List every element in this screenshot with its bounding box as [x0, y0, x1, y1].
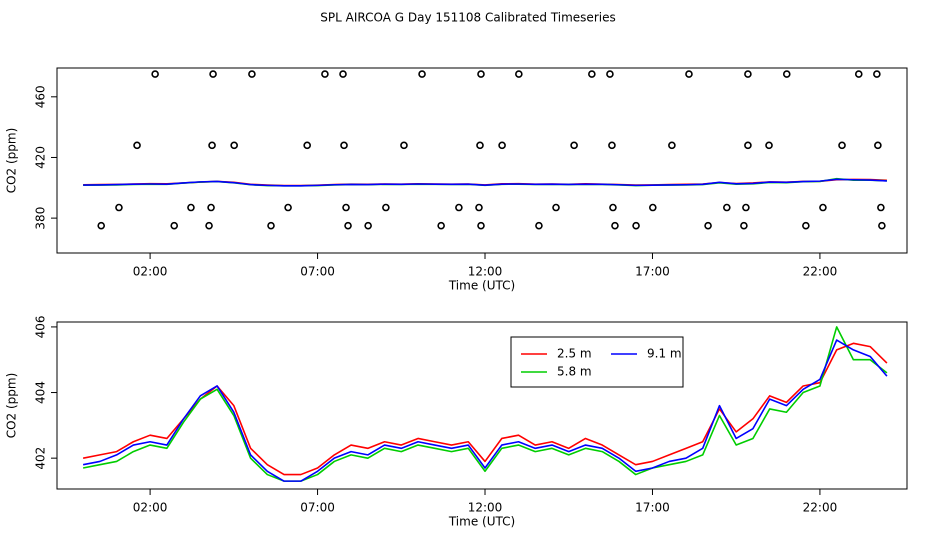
point	[552, 203, 560, 212]
point	[209, 70, 217, 78]
point	[723, 203, 731, 212]
point	[740, 221, 748, 230]
series-line	[82, 342, 888, 476]
y-tick-label: 380	[34, 207, 48, 230]
point	[515, 70, 523, 78]
point	[207, 203, 215, 212]
series-line	[82, 339, 888, 482]
y-tick-label: 406	[34, 315, 48, 338]
point	[744, 70, 752, 78]
point	[455, 203, 463, 212]
point	[608, 141, 616, 150]
x-tick-label: 07:00	[300, 501, 335, 515]
y-axis-label: CO2 (ppm)	[5, 373, 19, 439]
point	[819, 203, 827, 212]
x-axis-label: Time (UTC)	[448, 515, 515, 529]
point	[873, 70, 881, 78]
point	[187, 203, 195, 212]
point	[854, 70, 863, 78]
point	[535, 221, 543, 230]
point	[133, 141, 141, 150]
point	[611, 221, 619, 230]
point	[418, 70, 426, 78]
y-tick-label: 404	[34, 381, 48, 404]
point	[838, 141, 846, 150]
point	[878, 221, 886, 230]
point	[344, 221, 352, 230]
point	[364, 221, 372, 230]
point	[765, 141, 773, 150]
x-tick-label: 22:00	[803, 501, 838, 515]
point	[668, 141, 676, 150]
y-tick-label: 402	[34, 447, 48, 470]
x-tick-label: 17:00	[635, 265, 670, 279]
point	[321, 70, 329, 78]
x-tick-label: 02:00	[133, 265, 168, 279]
point	[570, 141, 578, 150]
point	[151, 70, 159, 78]
point	[685, 70, 693, 78]
point	[97, 221, 106, 230]
x-tick-label: 22:00	[803, 265, 838, 279]
chart-title: SPL AIRCOA G Day 151108 Calibrated Times…	[320, 11, 615, 25]
y-tick-label: 420	[34, 146, 48, 169]
y-tick-label: 460	[34, 85, 48, 108]
plot-frame	[56, 67, 908, 254]
x-tick-label: 12:00	[468, 501, 503, 515]
point	[632, 221, 640, 230]
point	[339, 70, 347, 78]
x-axis-label: Time (UTC)	[448, 279, 515, 293]
point	[205, 221, 213, 230]
point	[877, 203, 885, 212]
point	[498, 141, 506, 150]
point	[342, 203, 350, 212]
point	[208, 141, 216, 150]
point	[115, 203, 123, 212]
point	[744, 141, 752, 150]
point	[340, 141, 348, 150]
point	[606, 70, 614, 78]
x-tick-label: 17:00	[635, 501, 670, 515]
legend-label: 2.5 m	[557, 347, 592, 361]
point	[477, 221, 485, 230]
x-tick-label: 12:00	[468, 265, 503, 279]
x-tick-label: 07:00	[300, 265, 335, 279]
point	[782, 70, 791, 78]
point	[477, 70, 485, 78]
point	[802, 221, 810, 230]
y-axis-label: CO2 (ppm)	[5, 128, 19, 194]
point	[649, 203, 657, 212]
point	[704, 221, 712, 230]
point	[170, 221, 179, 230]
point	[437, 221, 445, 230]
point	[230, 141, 238, 150]
point	[267, 221, 275, 230]
point	[382, 203, 390, 212]
point	[742, 203, 750, 212]
series-line	[82, 326, 888, 482]
point	[588, 70, 596, 78]
point	[303, 141, 311, 150]
legend-label: 9.1 m	[647, 347, 682, 361]
legend-label: 5.8 m	[557, 365, 592, 379]
point	[476, 141, 484, 150]
point	[248, 70, 256, 78]
point	[475, 203, 483, 212]
series-line	[83, 178, 887, 187]
legend-box	[510, 336, 684, 388]
point	[874, 141, 882, 150]
plot-frame	[56, 321, 908, 490]
x-tick-label: 02:00	[133, 501, 168, 515]
point	[284, 203, 292, 212]
point	[400, 141, 408, 150]
point	[609, 203, 617, 212]
